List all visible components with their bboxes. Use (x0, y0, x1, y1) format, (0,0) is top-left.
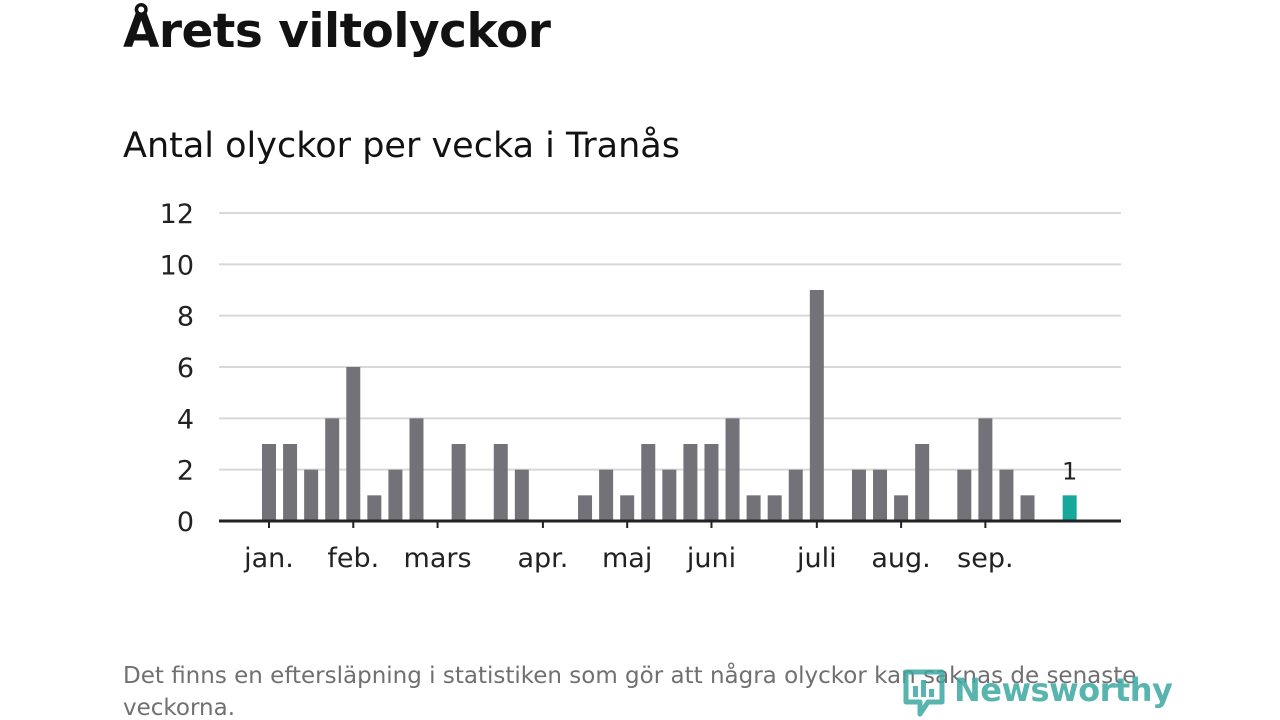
x-tick-label: jan. (243, 543, 294, 574)
bar (409, 418, 424, 521)
bar (704, 444, 719, 521)
bar (809, 290, 824, 521)
x-tick-label: mars (404, 543, 472, 574)
bar-highlight (1062, 495, 1077, 521)
bar (683, 444, 698, 521)
x-tick-label: aug. (871, 543, 930, 574)
bar (767, 495, 782, 521)
x-tick-label: feb. (327, 543, 379, 574)
x-tick-label: juni (686, 543, 736, 574)
x-tick-label: apr. (517, 543, 568, 574)
data-label: 1 (1062, 457, 1077, 485)
bar (641, 444, 656, 521)
x-tick-label: maj (602, 543, 652, 574)
bar (304, 469, 319, 521)
bar (662, 469, 677, 521)
bar (999, 469, 1014, 521)
bar (788, 469, 803, 521)
bar (873, 469, 888, 521)
x-tick-label: juli (796, 543, 837, 574)
bar (725, 418, 740, 521)
y-tick-label: 2 (177, 456, 194, 487)
bar (599, 469, 614, 521)
newsworthy-logo: Newsworthy (902, 668, 1173, 720)
bar (283, 444, 298, 521)
newsworthy-logo-text: Newsworthy (954, 671, 1173, 709)
bar (894, 495, 909, 521)
y-tick-label: 12 (160, 199, 194, 230)
bar (367, 495, 382, 521)
bar (851, 469, 866, 521)
bar (578, 495, 593, 521)
footnote: Det finns en eftersläpning i statistiken… (123, 663, 1137, 720)
bar (493, 444, 508, 521)
bar (978, 418, 993, 521)
newsworthy-logo-icon (903, 669, 945, 717)
bar (1020, 495, 1035, 521)
y-tick-label: 10 (160, 250, 194, 281)
bar (346, 367, 361, 521)
bar (451, 444, 466, 521)
y-tick-label: 6 (177, 353, 194, 384)
bar (915, 444, 930, 521)
y-tick-label: 4 (177, 404, 194, 435)
x-tick-label: sep. (957, 543, 1013, 574)
bar (388, 469, 403, 521)
y-tick-label: 8 (177, 302, 194, 333)
bar (514, 469, 529, 521)
chart-subtitle: Antal olyckor per vecka i Tranås (123, 126, 680, 166)
bar (325, 418, 340, 521)
bar (262, 444, 276, 521)
page-title: Årets viltolyckor (123, 4, 551, 59)
bar (620, 495, 635, 521)
y-tick-label: 0 (177, 507, 194, 538)
bar (957, 469, 972, 521)
bar (746, 495, 761, 521)
